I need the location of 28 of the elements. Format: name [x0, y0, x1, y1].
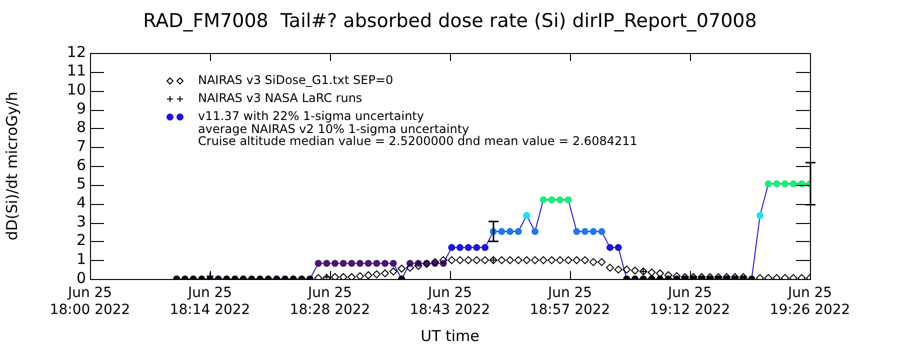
y-tick-label: 3 [76, 212, 86, 230]
y-tick-label: 2 [76, 231, 86, 250]
x-tick-label: Jun 25 18:00 2022 [50, 285, 130, 318]
y-tick-label: 11 [66, 62, 86, 80]
legend-label: NAIRAS v3 SiDose_G1.txt SEP=0 [198, 73, 394, 88]
x-tick-label: Jun 25 19:26 2022 [770, 285, 850, 318]
y-tick-label: 12 [66, 42, 86, 61]
y-tick-label: 0 [76, 268, 86, 287]
annotation: Cruise altitude median value = 2.5200000 dnd mean value = 2.6084211 [198, 134, 638, 148]
y-tick-label: 6 [76, 156, 86, 174]
y-tick-label: 4 [76, 194, 86, 212]
x-axis-title: UT time [420, 326, 480, 345]
y-tick-label: 8 [76, 118, 86, 136]
y-tick-label: 9 [76, 99, 86, 118]
legend-label: v11.37 with 22% 1-sigma uncertainty [198, 109, 424, 124]
annotation: average NAIRAS v2 10% 1-sigma uncertainty [198, 122, 470, 136]
y-tick-label: 10 [66, 80, 86, 99]
x-tick-label: Jun 25 18:57 2022 [530, 285, 610, 318]
x-tick-label: Jun 25 19:12 2022 [650, 285, 730, 318]
x-tick-label: Jun 25 18:28 2022 [290, 285, 370, 318]
y-axis-title: dD(Si)/dt microGy/h [2, 92, 21, 240]
legend-label: NAIRAS v3 NASA LaRC runs [198, 91, 362, 106]
x-tick-label: Jun 25 18:43 2022 [410, 285, 490, 318]
y-tick-label: 1 [76, 250, 86, 268]
y-tick-label: 7 [76, 137, 86, 156]
x-tick-label: Jun 25 18:14 2022 [170, 285, 250, 318]
y-tick-label: 5 [76, 174, 86, 193]
chart-title: RAD_FM7008 Tail#? absorbed dose rate (Si) dirIP_Report_07008 [143, 10, 757, 32]
